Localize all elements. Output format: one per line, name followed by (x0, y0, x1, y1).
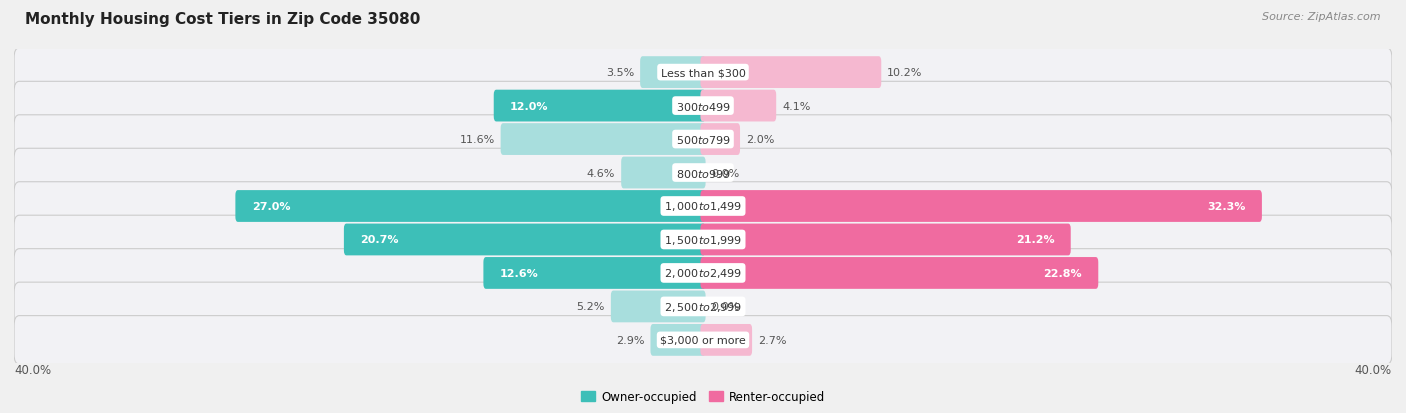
FancyBboxPatch shape (14, 216, 1392, 264)
FancyBboxPatch shape (700, 324, 752, 356)
FancyBboxPatch shape (700, 224, 1071, 256)
FancyBboxPatch shape (501, 124, 706, 156)
Text: 32.3%: 32.3% (1208, 202, 1246, 211)
Text: $2,500 to $2,999: $2,500 to $2,999 (664, 300, 742, 313)
Text: 0.0%: 0.0% (711, 168, 740, 178)
Text: 4.1%: 4.1% (782, 101, 811, 112)
FancyBboxPatch shape (14, 149, 1392, 197)
FancyBboxPatch shape (700, 257, 1098, 289)
Text: 12.0%: 12.0% (510, 101, 548, 112)
FancyBboxPatch shape (700, 90, 776, 122)
FancyBboxPatch shape (484, 257, 706, 289)
Text: 2.9%: 2.9% (616, 335, 644, 345)
Text: $300 to $499: $300 to $499 (675, 100, 731, 112)
Text: 11.6%: 11.6% (460, 135, 495, 145)
Legend: Owner-occupied, Renter-occupied: Owner-occupied, Renter-occupied (576, 385, 830, 408)
Text: 5.2%: 5.2% (576, 301, 605, 312)
Text: 0.0%: 0.0% (711, 301, 740, 312)
Text: 12.6%: 12.6% (499, 268, 538, 278)
Text: Monthly Housing Cost Tiers in Zip Code 35080: Monthly Housing Cost Tiers in Zip Code 3… (25, 12, 420, 27)
Text: $3,000 or more: $3,000 or more (661, 335, 745, 345)
FancyBboxPatch shape (494, 90, 706, 122)
Text: 22.8%: 22.8% (1043, 268, 1083, 278)
FancyBboxPatch shape (651, 324, 706, 356)
Text: $800 to $999: $800 to $999 (675, 167, 731, 179)
Text: 4.6%: 4.6% (586, 168, 616, 178)
FancyBboxPatch shape (610, 291, 706, 323)
Text: 20.7%: 20.7% (360, 235, 399, 245)
Text: 27.0%: 27.0% (252, 202, 290, 211)
FancyBboxPatch shape (621, 157, 706, 189)
Text: 2.7%: 2.7% (758, 335, 786, 345)
FancyBboxPatch shape (700, 124, 740, 156)
Text: Less than $300: Less than $300 (661, 68, 745, 78)
Text: 2.0%: 2.0% (747, 135, 775, 145)
FancyBboxPatch shape (700, 191, 1263, 222)
Text: Source: ZipAtlas.com: Source: ZipAtlas.com (1263, 12, 1381, 22)
FancyBboxPatch shape (640, 57, 706, 89)
FancyBboxPatch shape (14, 82, 1392, 131)
FancyBboxPatch shape (700, 57, 882, 89)
FancyBboxPatch shape (14, 316, 1392, 364)
Text: 21.2%: 21.2% (1015, 235, 1054, 245)
FancyBboxPatch shape (14, 49, 1392, 97)
Text: $1,000 to $1,499: $1,000 to $1,499 (664, 200, 742, 213)
Text: 10.2%: 10.2% (887, 68, 922, 78)
FancyBboxPatch shape (235, 191, 706, 222)
Text: 3.5%: 3.5% (606, 68, 634, 78)
Text: $500 to $799: $500 to $799 (675, 134, 731, 146)
FancyBboxPatch shape (14, 116, 1392, 164)
FancyBboxPatch shape (14, 182, 1392, 231)
Text: 40.0%: 40.0% (1355, 363, 1392, 376)
Text: $1,500 to $1,999: $1,500 to $1,999 (664, 233, 742, 247)
Text: 40.0%: 40.0% (14, 363, 51, 376)
FancyBboxPatch shape (14, 249, 1392, 297)
FancyBboxPatch shape (344, 224, 706, 256)
FancyBboxPatch shape (14, 282, 1392, 331)
Text: $2,000 to $2,499: $2,000 to $2,499 (664, 267, 742, 280)
